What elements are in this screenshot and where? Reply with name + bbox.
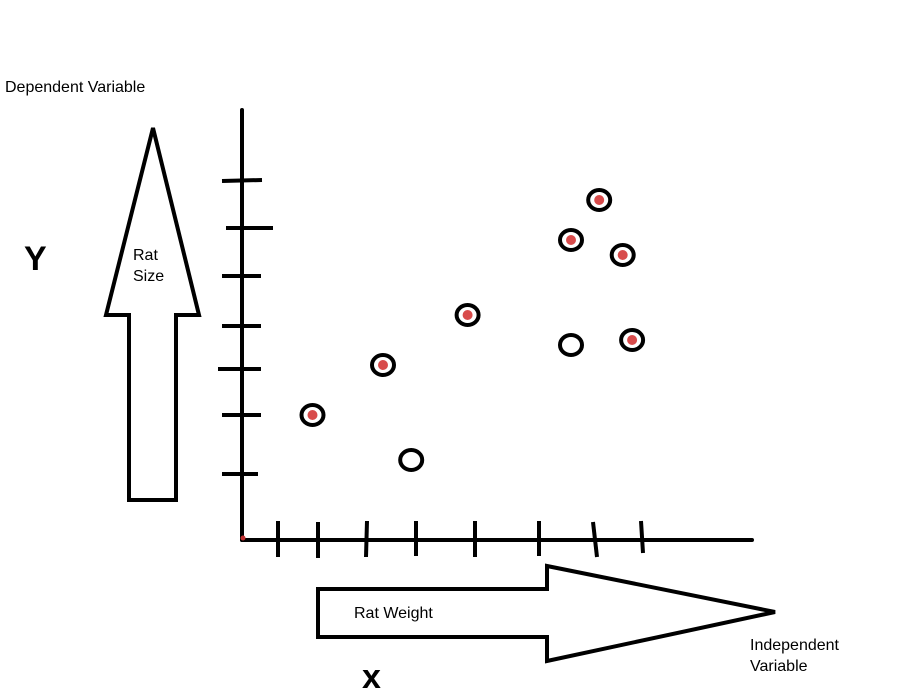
data-point-ring [619, 328, 646, 352]
data-point [370, 353, 396, 377]
y-arrow-label-line2: Size [133, 268, 164, 285]
y-arrow-label-line1: Rat [133, 247, 158, 264]
x-tick [639, 520, 645, 554]
data-point-ring [558, 228, 584, 252]
data-point [398, 448, 425, 472]
data-point-fill [627, 335, 638, 345]
data-point-ring [558, 333, 584, 357]
data-point [454, 303, 481, 327]
data-point-fill [307, 410, 318, 420]
y-direction-arrow [103, 127, 202, 502]
data-point-fill [462, 310, 473, 320]
x-tick [364, 520, 369, 558]
data-point-fill [617, 250, 628, 260]
y-axis-letter: Y [24, 240, 47, 278]
origin-mark [240, 535, 246, 541]
data-point [558, 333, 584, 357]
independent-variable-label-line2: Variable [750, 658, 808, 675]
data-point [619, 328, 646, 352]
data-point-ring [454, 303, 481, 327]
x-tick [591, 521, 599, 558]
data-point [586, 188, 613, 212]
data-point-ring [299, 403, 326, 427]
data-point-fill [566, 235, 576, 245]
data-point-ring [586, 188, 613, 212]
data-point-fill [378, 360, 388, 370]
independent-variable-label-line1: Independent [750, 637, 840, 654]
dependent-variable-label: Dependent Variable [5, 79, 145, 96]
data-point-fill [594, 195, 605, 205]
data-point-ring [398, 448, 425, 472]
y-tick [221, 178, 263, 183]
x-direction-arrow [316, 563, 776, 664]
x-axis-letter: x [362, 658, 381, 691]
data-points [299, 188, 646, 472]
data-point [609, 243, 636, 267]
x-arrow-label: Rat Weight [354, 605, 433, 622]
data-point [558, 228, 584, 252]
data-point-ring [609, 243, 636, 267]
data-point-ring [370, 353, 396, 377]
data-point [299, 403, 326, 427]
